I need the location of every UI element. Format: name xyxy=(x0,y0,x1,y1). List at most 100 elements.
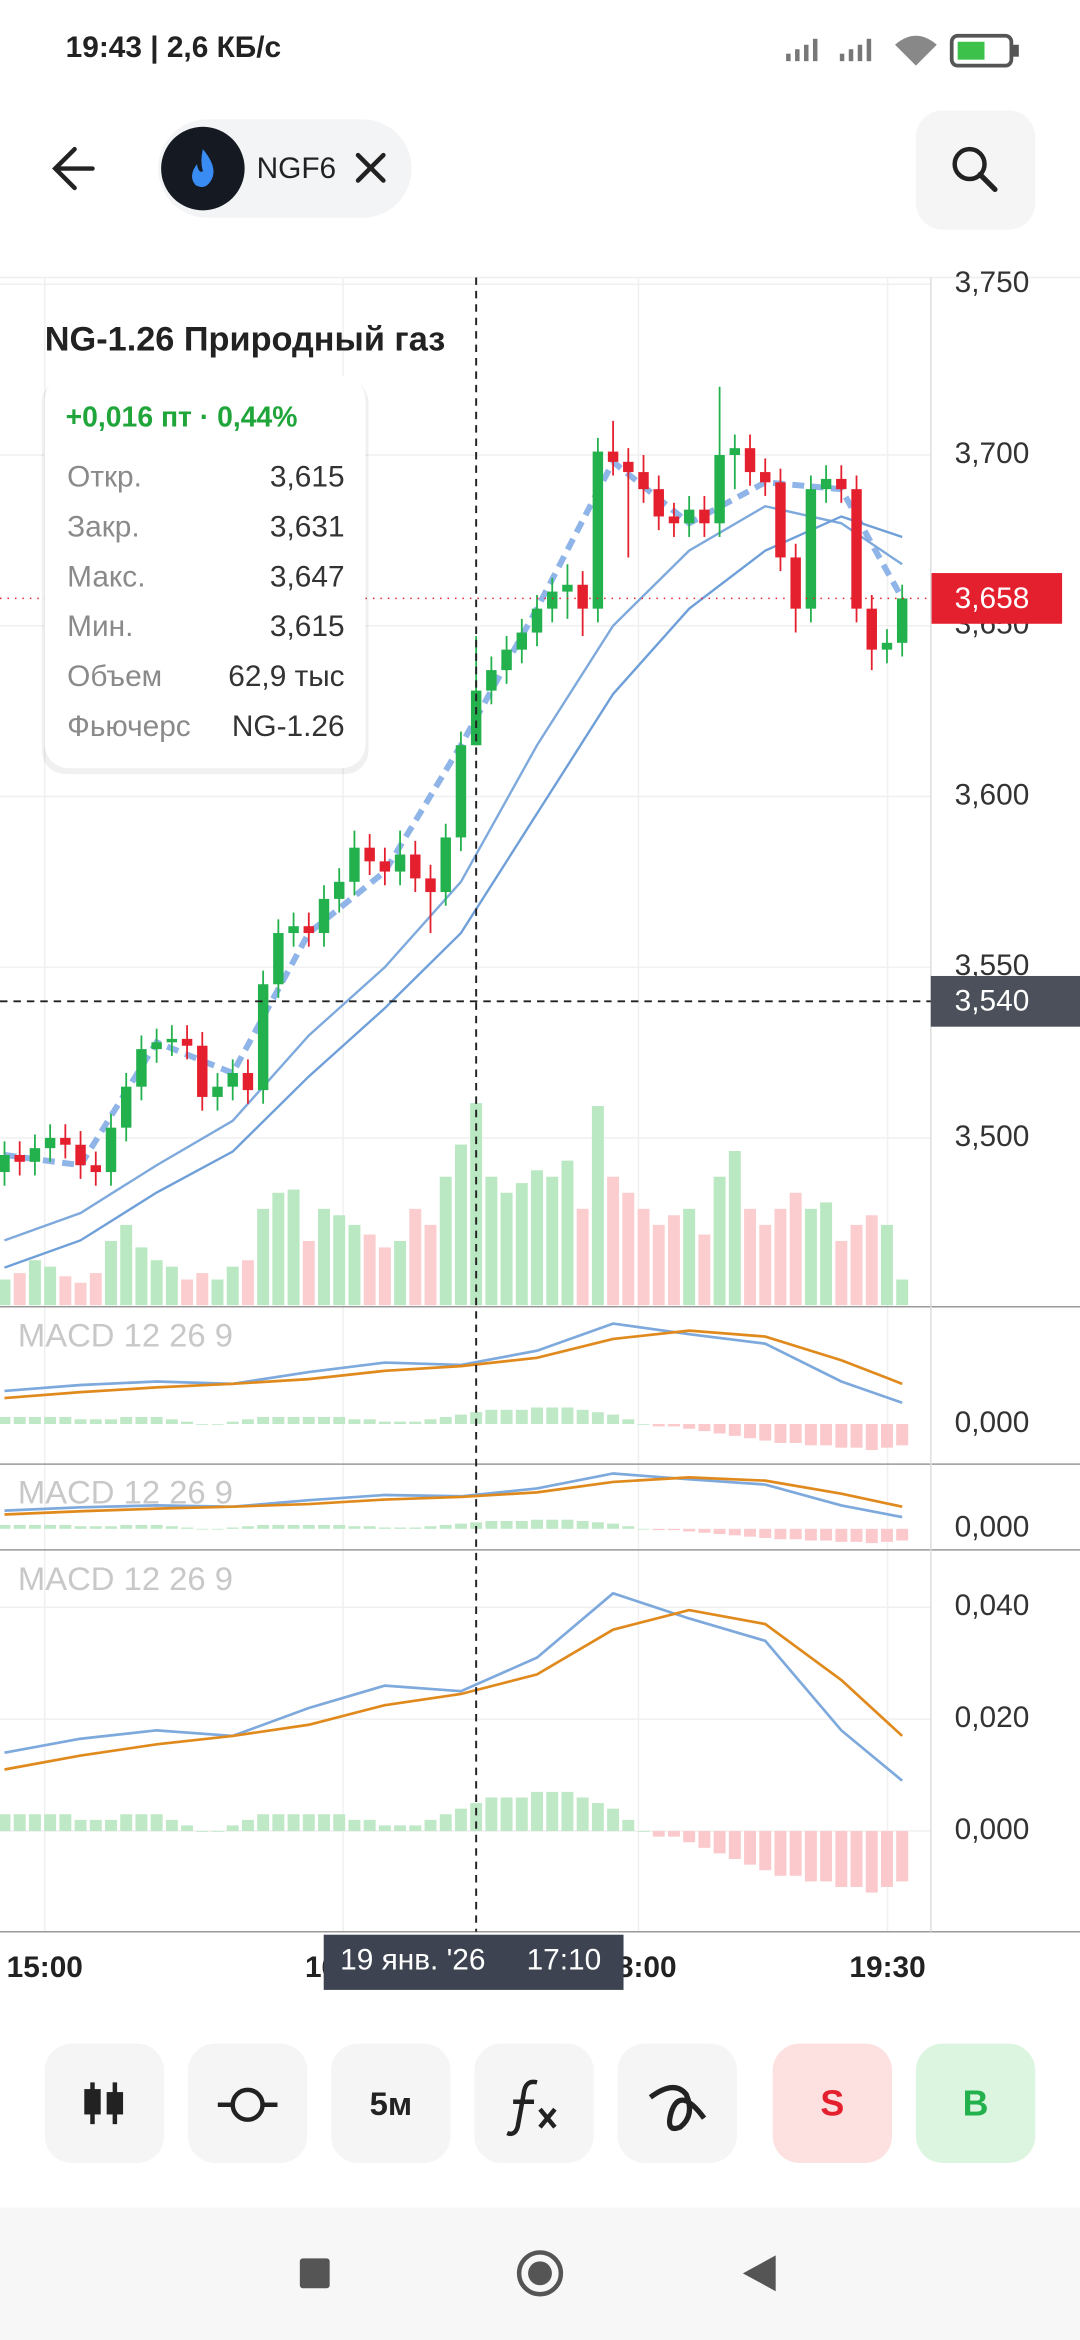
volume-bar xyxy=(211,1279,224,1306)
drawing-icon xyxy=(648,2084,707,2132)
candle-body xyxy=(744,448,756,473)
macd-histogram-bar xyxy=(44,1524,57,1529)
macd-histogram-bar xyxy=(13,1416,26,1425)
volume-bar xyxy=(713,1176,726,1306)
volume-bar xyxy=(561,1160,574,1306)
candle-body xyxy=(333,881,345,899)
macd-histogram-bar xyxy=(607,1523,620,1529)
candle-body xyxy=(562,584,573,592)
volume-bar xyxy=(820,1202,833,1306)
moving-average xyxy=(4,504,903,1242)
recents-button[interactable] xyxy=(299,2258,330,2289)
macd-histogram-bar xyxy=(105,1526,117,1529)
macd-histogram-bar xyxy=(561,1791,574,1832)
candle-body xyxy=(14,1154,25,1162)
back-button[interactable] xyxy=(52,146,95,191)
buy-label: B xyxy=(963,2084,989,2124)
macd-histogram-bar xyxy=(302,1524,315,1529)
macd-histogram-bar xyxy=(835,1424,848,1448)
candle-body xyxy=(836,478,847,490)
candle-body xyxy=(729,448,741,456)
candle-body xyxy=(592,451,604,609)
remove-ticker[interactable] xyxy=(355,152,386,183)
interval-button[interactable] xyxy=(331,2043,451,2163)
line-icon xyxy=(217,2087,278,2122)
macd-histogram-bar xyxy=(165,1419,178,1425)
candle-body xyxy=(44,1137,56,1149)
volume-bar xyxy=(105,1240,117,1306)
macd-histogram-bar xyxy=(774,1831,787,1876)
macd-histogram-bar xyxy=(394,1421,407,1425)
macd-histogram-bar xyxy=(181,1825,194,1832)
candle-body xyxy=(349,847,360,882)
candle-body xyxy=(318,898,330,934)
macd-histogram-bar xyxy=(120,1814,133,1832)
ticker: NGF6 xyxy=(257,152,337,185)
macd-histogram-bar xyxy=(302,1416,315,1425)
macd-histogram-bar xyxy=(880,1424,893,1448)
macd-histogram-bar xyxy=(622,1526,635,1529)
macd-histogram-bar xyxy=(348,1419,361,1425)
volume-bar xyxy=(181,1279,194,1306)
tooltip-value: 3,615 xyxy=(270,461,345,494)
candle-body xyxy=(90,1165,101,1173)
buy-button[interactable] xyxy=(915,2043,1036,2163)
macd-histogram-bar xyxy=(820,1831,833,1882)
macd-macd-line xyxy=(4,1591,904,1782)
macd-histogram-bar xyxy=(896,1831,909,1882)
last-price-box xyxy=(930,573,1063,624)
volume-bar xyxy=(728,1151,741,1306)
chart-type-button[interactable] xyxy=(44,2043,165,2163)
macd-histogram-bar xyxy=(226,1421,239,1425)
macd-histogram-bar xyxy=(865,1424,878,1451)
macd-histogram-bar xyxy=(439,1814,452,1832)
macd-histogram-bar xyxy=(896,1424,909,1446)
macd-histogram-bar xyxy=(424,1419,437,1425)
macd-histogram-bar xyxy=(531,1519,543,1529)
macd-histogram-bar xyxy=(378,1527,391,1529)
macd-histogram-bar xyxy=(561,1407,574,1425)
macd-histogram-bar xyxy=(531,1791,543,1832)
macd-histogram-bar xyxy=(652,1831,665,1837)
macd-histogram-bar xyxy=(652,1424,665,1427)
volume-bar xyxy=(759,1224,772,1306)
candle-body xyxy=(455,745,467,838)
macd-histogram-bar xyxy=(591,1522,604,1529)
macd-histogram-bar xyxy=(546,1407,559,1425)
macd-histogram-bar xyxy=(0,1524,11,1529)
candle-body xyxy=(714,455,725,524)
candle-body xyxy=(29,1148,41,1162)
candle-body xyxy=(273,933,284,985)
x-tick-label: 19:30 xyxy=(849,1951,925,1984)
home-button[interactable] xyxy=(516,2250,564,2297)
macd-histogram-bar xyxy=(591,1412,604,1425)
x-tick-label: 15:00 xyxy=(7,1951,83,1984)
crosshair-price-label: 3,540 xyxy=(955,985,1030,1018)
volume-bar xyxy=(652,1224,665,1306)
macd-histogram-bar xyxy=(44,1416,57,1425)
volume-bar xyxy=(44,1266,57,1306)
search-button[interactable] xyxy=(915,110,1036,230)
macd-histogram-bar xyxy=(105,1419,117,1425)
macd-histogram-bar xyxy=(759,1831,772,1871)
macd-histogram-bar xyxy=(850,1528,863,1542)
tooltip-label: Мин. xyxy=(67,610,133,643)
indicator-button[interactable] xyxy=(187,2043,308,2163)
back-nav-button[interactable] xyxy=(742,2255,776,2292)
macd-histogram-bar xyxy=(683,1831,696,1843)
volume-bar xyxy=(607,1176,620,1306)
macd-histogram-bar xyxy=(470,1803,483,1832)
candle-body xyxy=(303,926,315,934)
volume-bar xyxy=(348,1224,361,1306)
macd-histogram-bar xyxy=(28,1814,41,1832)
macd-histogram-bar xyxy=(287,1524,300,1529)
volume-bar xyxy=(333,1215,346,1306)
macd-histogram-bar xyxy=(89,1526,102,1529)
home-button-dot xyxy=(528,2261,552,2286)
candle-body xyxy=(516,632,528,650)
candle-body xyxy=(425,878,436,893)
macd-histogram-bar xyxy=(500,1521,513,1529)
volume-bar xyxy=(272,1192,285,1306)
sell-button[interactable] xyxy=(772,2043,893,2163)
